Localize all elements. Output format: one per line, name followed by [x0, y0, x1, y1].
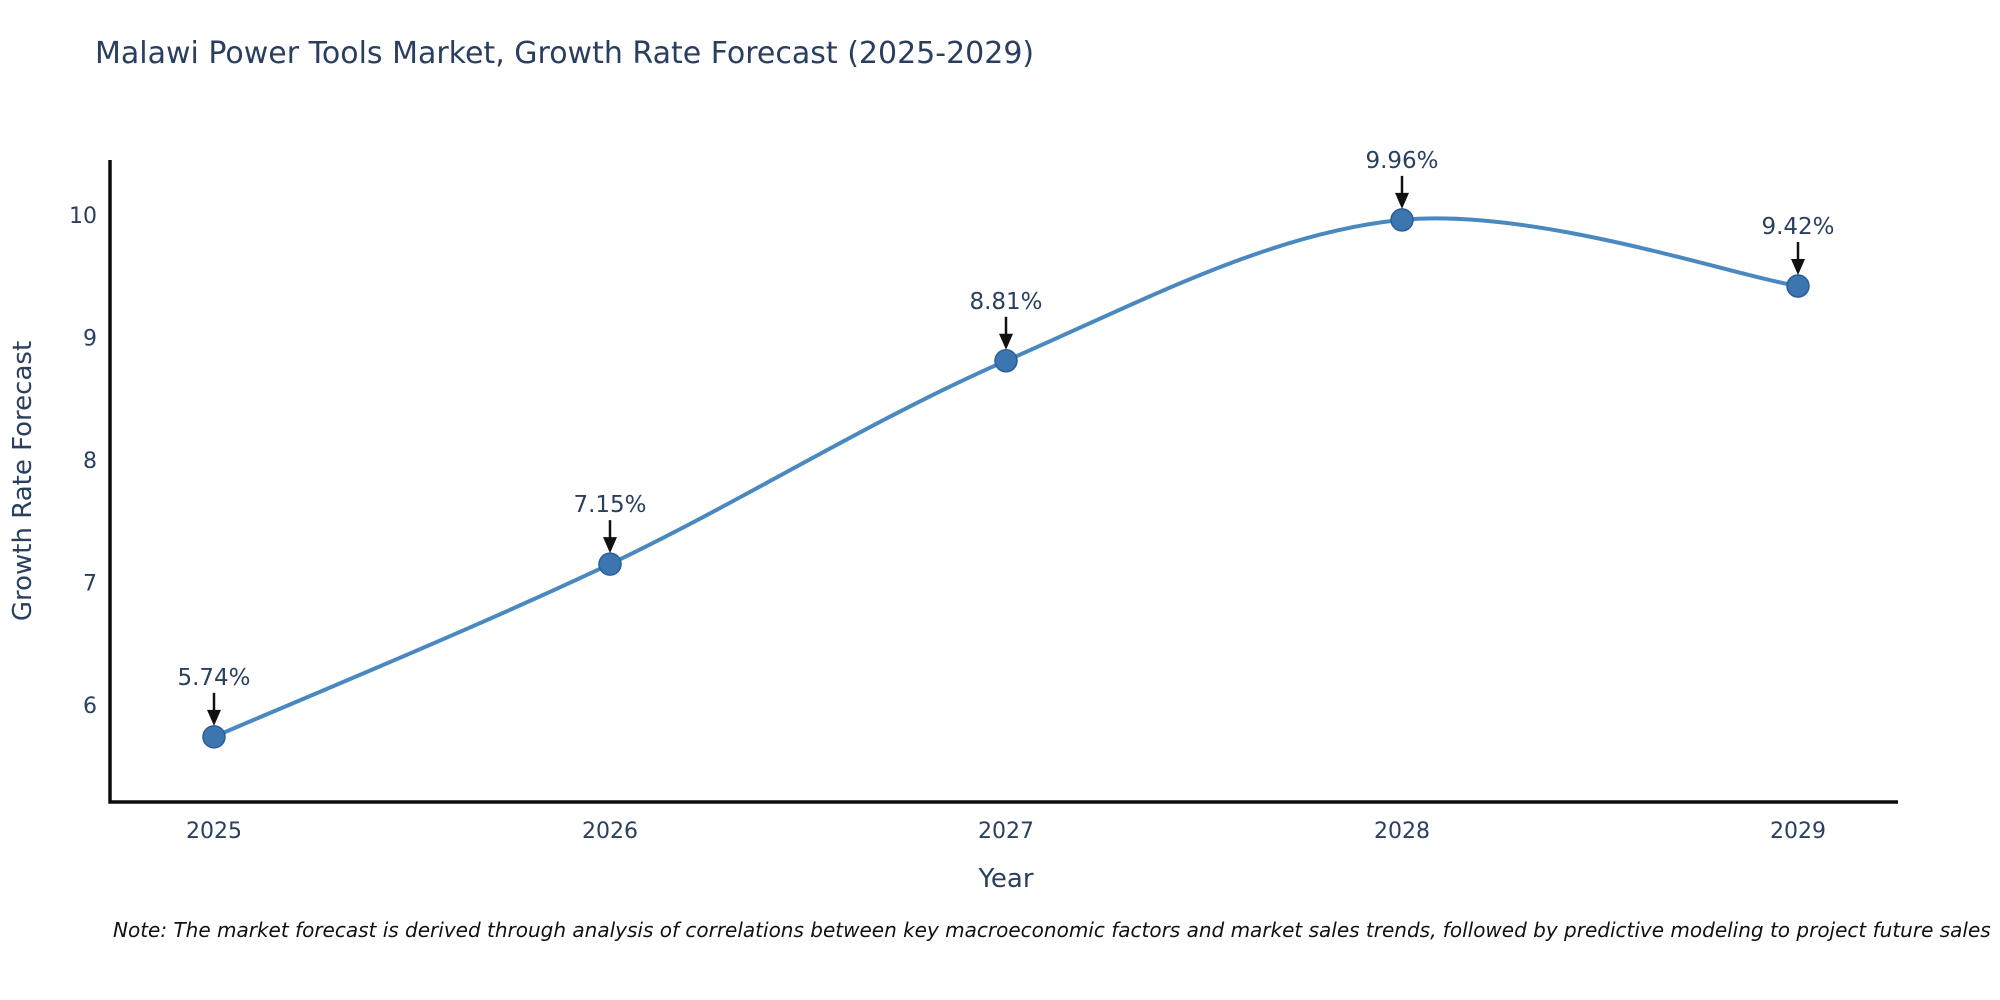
point-label: 9.96%	[1365, 148, 1438, 174]
data-point-2025[interactable]	[202, 725, 226, 749]
annotation-arrowhead	[999, 333, 1013, 350]
point-label: 5.74%	[177, 665, 250, 691]
data-point-2028[interactable]	[1390, 208, 1414, 232]
point-label: 9.42%	[1761, 214, 1834, 240]
x-tick-label: 2029	[1770, 819, 1826, 844]
y-tick-label: 9	[83, 327, 97, 352]
y-tick-label: 6	[83, 694, 97, 719]
x-tick-label: 2026	[582, 819, 638, 844]
annotation-arrowhead	[1791, 259, 1805, 276]
footnote: Note: The market forecast is derived thr…	[113, 918, 1991, 942]
annotation-arrowhead	[1395, 192, 1409, 209]
chart-title: Malawi Power Tools Market, Growth Rate F…	[95, 36, 1035, 71]
y-tick-label: 10	[69, 204, 97, 229]
data-point-2026[interactable]	[598, 552, 622, 576]
y-tick-label: 8	[83, 449, 97, 474]
y-tick-label: 7	[83, 572, 97, 597]
point-label: 7.15%	[573, 492, 646, 518]
annotation-arrowhead	[603, 537, 617, 554]
data-point-2027[interactable]	[994, 349, 1018, 373]
point-label: 8.81%	[969, 289, 1042, 315]
axis-lines	[108, 160, 1898, 804]
x-tick-label: 2027	[978, 819, 1034, 844]
data-point-2029[interactable]	[1786, 274, 1810, 298]
y-axis-title: Growth Rate Forecast	[8, 341, 38, 621]
x-tick-label: 2028	[1374, 819, 1430, 844]
x-tick-label: 2025	[186, 819, 242, 844]
x-axis-title: Year	[977, 864, 1033, 894]
annotation-arrowhead	[207, 709, 221, 726]
